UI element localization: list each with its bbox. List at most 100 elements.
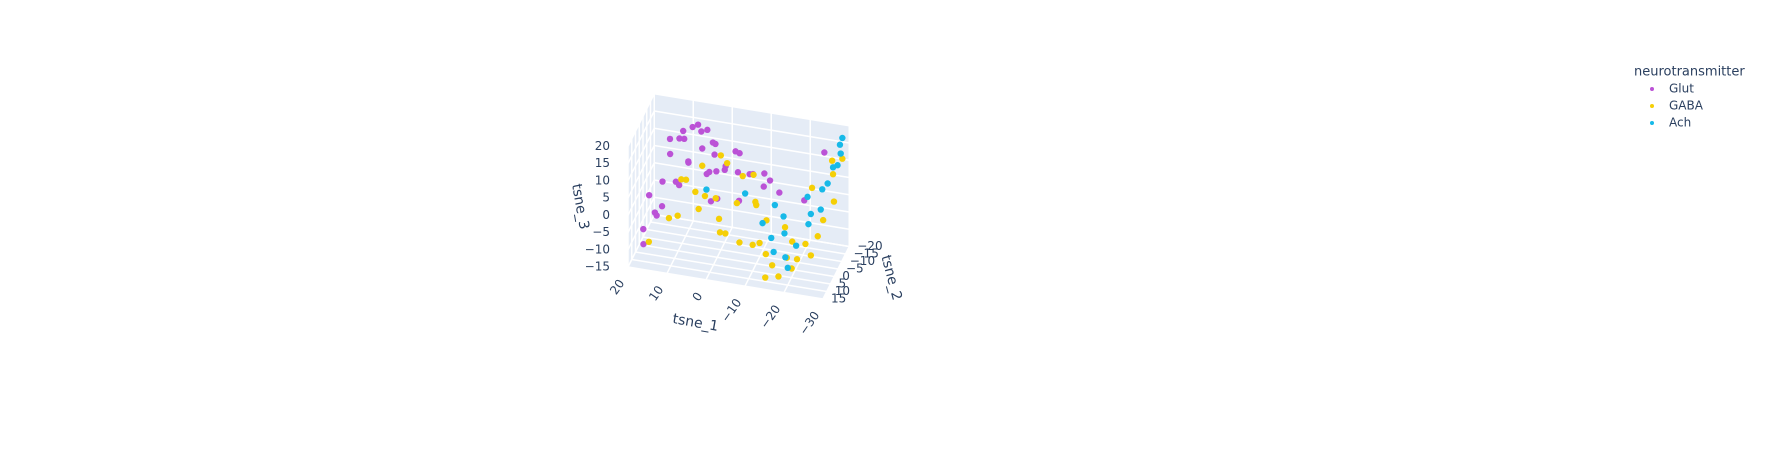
point bbox=[692, 188, 699, 196]
z-axis-title: tsne_3 bbox=[568, 182, 592, 230]
point bbox=[759, 219, 766, 227]
legend-title: neurotransmitter bbox=[1634, 65, 1745, 80]
point bbox=[699, 145, 706, 152]
point bbox=[804, 193, 811, 201]
grid-line bbox=[783, 239, 811, 293]
point bbox=[715, 215, 723, 223]
point bbox=[750, 171, 757, 178]
y-tick-label: −10 bbox=[850, 254, 875, 268]
point bbox=[807, 210, 815, 218]
grid-line bbox=[627, 127, 655, 182]
grid-line bbox=[822, 246, 850, 300]
grid-line bbox=[654, 179, 850, 213]
point bbox=[776, 189, 783, 196]
grid-line bbox=[666, 220, 694, 274]
point bbox=[768, 234, 775, 242]
point bbox=[781, 230, 788, 237]
grid-line bbox=[654, 93, 850, 127]
z-tick-label: 10 bbox=[595, 173, 610, 187]
point bbox=[780, 213, 787, 220]
legend-label: Glut bbox=[1669, 82, 1694, 96]
point bbox=[707, 198, 715, 205]
z-tick-label: 0 bbox=[602, 208, 610, 222]
point bbox=[770, 248, 777, 256]
legend-label: GABA bbox=[1669, 99, 1704, 113]
point bbox=[768, 262, 776, 269]
legend-marker bbox=[1650, 104, 1654, 108]
point bbox=[749, 241, 756, 249]
series bbox=[645, 152, 846, 281]
point bbox=[675, 181, 683, 189]
grid-line bbox=[627, 266, 824, 300]
grid-line bbox=[627, 179, 655, 233]
point bbox=[807, 252, 815, 259]
z-tick-label: 15 bbox=[595, 156, 610, 170]
point bbox=[834, 162, 841, 169]
point bbox=[676, 135, 683, 142]
grid-line bbox=[642, 236, 839, 270]
point bbox=[819, 216, 827, 224]
grid-line bbox=[650, 221, 846, 255]
point bbox=[713, 168, 720, 175]
y-tick-label: 5 bbox=[839, 277, 847, 291]
y-tick-label: −5 bbox=[846, 262, 864, 276]
z-tick-label: −5 bbox=[592, 225, 610, 239]
grid-line bbox=[639, 243, 835, 278]
point bbox=[665, 214, 673, 222]
point bbox=[761, 170, 768, 177]
point bbox=[653, 212, 660, 219]
point bbox=[762, 250, 770, 258]
point bbox=[703, 170, 710, 178]
point bbox=[666, 150, 674, 158]
legend-marker bbox=[1650, 87, 1654, 91]
point bbox=[836, 141, 844, 148]
side-panel bbox=[628, 93, 655, 267]
point bbox=[819, 186, 826, 193]
grid-line bbox=[635, 251, 831, 285]
point bbox=[771, 201, 779, 209]
point bbox=[830, 198, 838, 205]
point bbox=[802, 240, 809, 248]
series bbox=[703, 134, 846, 272]
y-tick-label: −15 bbox=[854, 247, 879, 261]
legend: Glut GABA Ach bbox=[1650, 82, 1704, 130]
point bbox=[645, 238, 653, 246]
point bbox=[736, 150, 743, 157]
point bbox=[723, 159, 731, 167]
point bbox=[789, 238, 796, 245]
point bbox=[837, 150, 844, 157]
point bbox=[674, 212, 681, 219]
grid-line bbox=[654, 110, 850, 144]
point bbox=[792, 242, 800, 249]
point bbox=[717, 152, 725, 159]
point bbox=[808, 184, 816, 192]
z-tick-label: −10 bbox=[585, 242, 610, 256]
point bbox=[734, 169, 742, 176]
point bbox=[711, 151, 718, 158]
grid-line bbox=[627, 145, 655, 199]
point bbox=[821, 149, 828, 156]
point bbox=[762, 274, 769, 281]
grid-line bbox=[627, 196, 655, 251]
point bbox=[701, 192, 709, 200]
point bbox=[694, 121, 702, 128]
point bbox=[736, 239, 743, 246]
point bbox=[741, 190, 749, 197]
point bbox=[712, 195, 719, 202]
point bbox=[699, 162, 706, 169]
point bbox=[829, 171, 837, 178]
point bbox=[666, 135, 674, 143]
point bbox=[839, 134, 846, 142]
grid-line bbox=[654, 162, 850, 196]
point bbox=[814, 233, 821, 240]
y-tick-label: 15 bbox=[831, 292, 846, 306]
y-tick-label: 10 bbox=[835, 284, 850, 298]
grid-line bbox=[654, 196, 850, 230]
point bbox=[722, 230, 729, 237]
grid-line bbox=[705, 226, 733, 281]
point bbox=[682, 176, 690, 183]
point bbox=[689, 123, 696, 131]
grid-line bbox=[627, 162, 655, 216]
